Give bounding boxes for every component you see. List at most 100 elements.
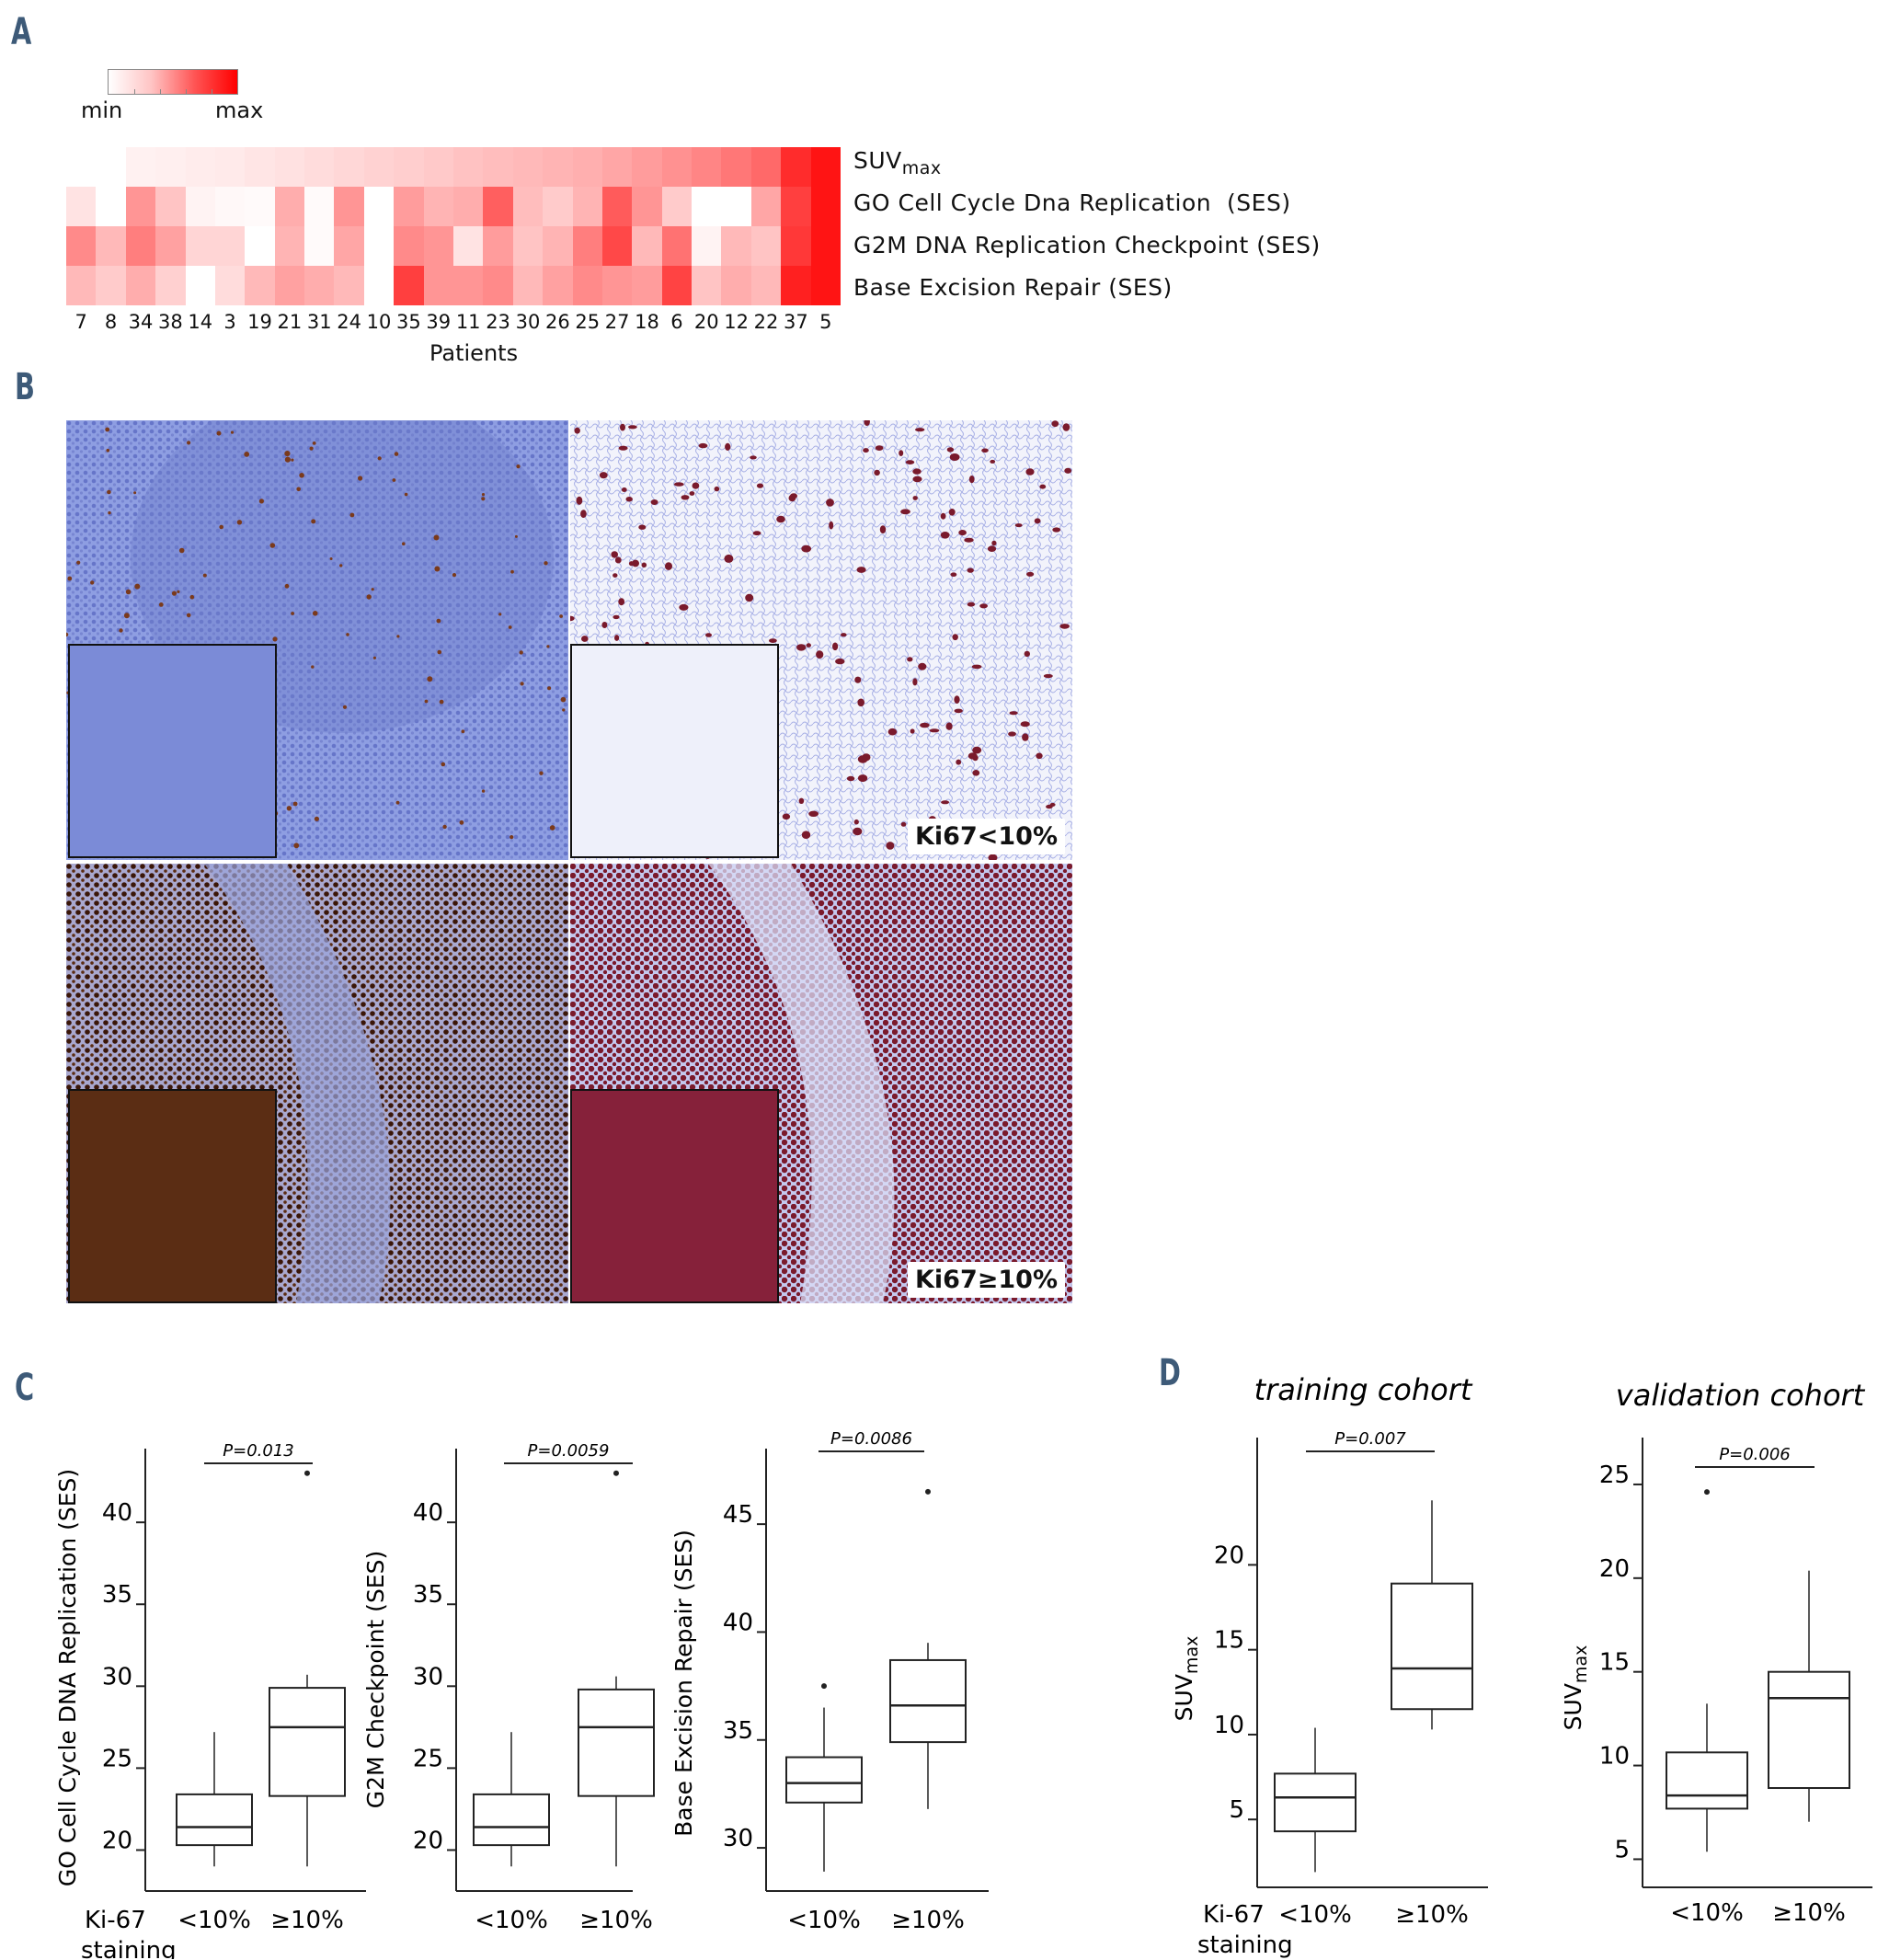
- heatmap-cell: [245, 147, 276, 187]
- ki67-positive-nucleus: [312, 441, 316, 445]
- ki67-positive-nucleus: [539, 771, 544, 775]
- y-tick-label: 35: [723, 1717, 753, 1745]
- heatmap-cell: [334, 147, 365, 187]
- ki67-positive-nucleus: [481, 789, 486, 793]
- heatmap-cell: [692, 266, 722, 305]
- heatmap-cell: [483, 147, 514, 187]
- ki67-positive-nucleus: [439, 699, 444, 705]
- ki67-positive-nucleus: [342, 705, 348, 709]
- boxplot-validation-cohort: 5 10 15 20 25 <10% ≥10% P=0.006 SUVmax validation…: [1560, 1378, 1872, 1927]
- ki67-positive-nucleus: [133, 491, 137, 495]
- segmented-positive-cell: [841, 633, 847, 637]
- ki67-positive-nucleus: [510, 569, 514, 574]
- segmented-positive-cell: [862, 753, 871, 762]
- ki67-positive-nucleus: [427, 676, 433, 682]
- heatmap-cell: [632, 187, 663, 226]
- micrograph-low-ki67-stained: [66, 420, 568, 860]
- ki67-positive-nucleus: [452, 573, 457, 578]
- ki67-positive-nucleus: [76, 560, 81, 565]
- row-label-base-excision: Base Excision Repair (SES): [853, 274, 1173, 301]
- segmented-positive-cell: [912, 476, 922, 483]
- segmented-positive-cell: [806, 643, 811, 648]
- segmented-positive-cell: [801, 544, 812, 553]
- ki67-positive-nucleus: [459, 820, 464, 825]
- ki67-positive-nucleus: [293, 842, 300, 849]
- y-tick-label: 5: [1229, 1796, 1244, 1824]
- segmented-positive-cell: [681, 495, 690, 500]
- patient-id-label: 5: [819, 311, 832, 333]
- ki67-positive-nucleus: [549, 825, 555, 831]
- heatmap-cell: [483, 187, 514, 226]
- ki67-positive-nucleus: [441, 762, 446, 767]
- chart-title: validation cohort: [1616, 1378, 1866, 1413]
- y-tick-label: 20: [102, 1827, 132, 1854]
- heatmap-cell: [66, 226, 97, 266]
- ki67-positive-nucleus: [186, 613, 191, 618]
- ki67-positive-nucleus: [520, 682, 524, 686]
- patient-id-label: 14: [188, 311, 213, 333]
- heatmap-cell: [423, 266, 454, 305]
- segmented-positive-cell: [912, 468, 922, 475]
- segmented-positive-cell: [940, 532, 950, 539]
- heatmap-cell: [453, 187, 484, 226]
- segmented-positive-cell: [1025, 468, 1035, 476]
- segmented-positive-cell: [886, 842, 895, 850]
- ki67-positive-nucleus: [292, 801, 298, 807]
- patient-id-label: 25: [575, 311, 601, 333]
- segmented-positive-cell: [853, 819, 859, 825]
- segmented-positive-cell: [776, 515, 785, 523]
- segmented-positive-cell: [725, 442, 731, 451]
- segmented-positive-cell: [920, 722, 930, 728]
- patient-id-label: 6: [670, 311, 683, 333]
- segmented-positive-cell: [875, 445, 884, 451]
- p-value-label: P=0.0086: [830, 1429, 912, 1449]
- patient-id-label: 24: [337, 311, 361, 333]
- segmented-positive-cell: [599, 472, 608, 479]
- heatmap-cell: [601, 266, 633, 305]
- segmented-positive-cell: [832, 642, 839, 651]
- heatmap-cell: [543, 147, 574, 187]
- box-iqr: [1666, 1751, 1748, 1810]
- heatmap-cell: [125, 147, 156, 187]
- patient-id-label: 26: [544, 311, 570, 333]
- segmented-positive-cell: [949, 453, 960, 461]
- row-label-go-cell-cycle: GO Cell Cycle Dna Replication (SES): [853, 189, 1291, 216]
- y-tick-label: 20: [1599, 1555, 1630, 1583]
- segmented-positive-cell: [628, 425, 637, 430]
- heatmap-cell: [363, 187, 395, 226]
- patient-id-label: 21: [277, 311, 303, 333]
- ki67-positive-nucleus: [171, 590, 177, 596]
- patient-id-label: 20: [693, 311, 719, 333]
- heatmap-cell: [334, 187, 365, 226]
- ki67-positive-nucleus: [329, 557, 333, 560]
- zoom-inset: [570, 644, 779, 858]
- segmented-positive-cell: [641, 562, 647, 568]
- segmented-positive-cell: [788, 494, 796, 502]
- y-tick-label: 5: [1614, 1836, 1630, 1863]
- segmented-positive-cell: [798, 797, 805, 804]
- segmented-positive-cell: [879, 525, 887, 533]
- ki67-positive-nucleus: [108, 510, 111, 515]
- y-tick-label: 35: [413, 1581, 443, 1609]
- ki67-positive-nucleus: [219, 524, 223, 530]
- box-iqr: [1391, 1582, 1473, 1711]
- segmented-positive-cell: [782, 813, 791, 820]
- segmented-positive-cell: [910, 728, 915, 734]
- ki67-positive-nucleus: [125, 589, 132, 595]
- heatmap-cell: [155, 266, 187, 305]
- ki67-positive-nucleus: [442, 824, 447, 830]
- ki67-positive-nucleus: [291, 458, 294, 462]
- ki67-positive-nucleus: [123, 613, 130, 619]
- segmented-positive-cell: [971, 664, 982, 670]
- ki67-positive-nucleus: [119, 628, 123, 633]
- ki67-positive-nucleus: [371, 588, 374, 591]
- ki67-positive-nucleus: [105, 427, 110, 432]
- row-label-g2m-checkpoint: G2M DNA Replication Checkpoint (SES): [853, 232, 1321, 258]
- category-label: <10%: [1278, 1901, 1352, 1929]
- ki67-positive-nucleus: [562, 708, 566, 712]
- heatmap-cell: [543, 226, 574, 266]
- segmented-positive-cell: [625, 497, 633, 502]
- ki67-positive-nucleus: [177, 590, 180, 593]
- segmented-positive-cell: [863, 448, 869, 453]
- segmented-positive-cell: [826, 499, 834, 507]
